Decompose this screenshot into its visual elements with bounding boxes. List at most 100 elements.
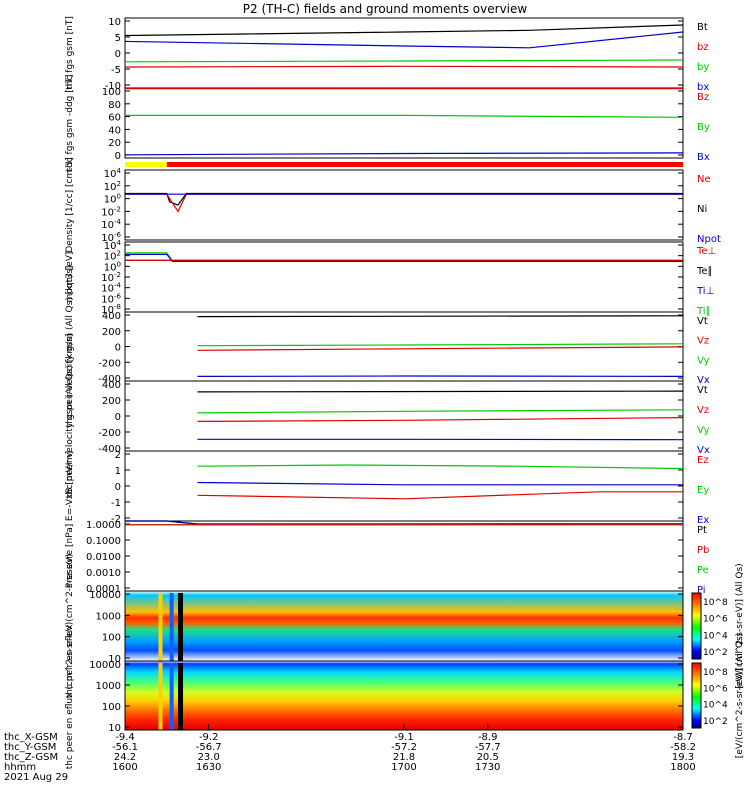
colorbar-tick-label: 10^8: [703, 598, 728, 608]
series-bz: [125, 66, 683, 67]
colorbar-tick-label: 10^2: [703, 648, 728, 658]
legend-entry: Pb: [697, 545, 709, 556]
y-tick-label: 10000: [89, 660, 121, 671]
panel-frame: [125, 451, 683, 521]
y-axis-label: E=-VxB [mV/m]: [65, 451, 75, 521]
y-tick-label: 60: [108, 113, 121, 124]
panel-frame: [125, 170, 683, 240]
mode-bar-segment: [167, 162, 683, 167]
panel-frame: [125, 312, 683, 381]
legend-entry: Vy: [697, 355, 710, 366]
transition-stripe: [158, 663, 162, 730]
y-axis-label: thc fgs gsm -ddg [nT]: [65, 75, 75, 172]
y-tick-label: 0.0100: [86, 552, 121, 563]
data-gap-stripe: [178, 663, 183, 730]
y-tick-label: 0: [115, 49, 121, 60]
panel-frame: [125, 242, 683, 312]
y-tick-label: 0: [115, 482, 121, 493]
legend-entry: Pt: [697, 525, 707, 536]
legend-entry: Te⊥: [696, 246, 716, 257]
x-tick-label: 1800: [670, 762, 695, 773]
legend-entry: Bz: [697, 92, 709, 103]
y-tick-label: 100: [102, 702, 121, 713]
y-tick-label: 10000: [89, 590, 121, 601]
series-Ni: [125, 194, 683, 206]
colorbar-tick-label: 10^8: [703, 668, 728, 678]
y-tick-label: 5: [115, 33, 121, 44]
y-axis-label: Density [1/cc] [cm-3]: [65, 157, 75, 252]
y-tick-label: 10-2: [101, 205, 121, 218]
y-tick-label: 1: [115, 466, 121, 477]
series-Vt: [198, 391, 684, 392]
y-tick-label: 80: [108, 100, 121, 111]
y-tick-label: 104: [104, 167, 122, 180]
y-tick-label: 10-4: [101, 218, 121, 231]
transition-stripe: [170, 663, 174, 730]
legend-entry: by: [697, 62, 709, 73]
y-axis-label: thc peer en eflux (cm^2-s-sr-eV): [65, 622, 75, 770]
colorbar-tick-label: 10^2: [703, 717, 728, 727]
y-tick-label: 1.0000: [86, 520, 121, 531]
y-tick-label: 1000: [96, 611, 121, 622]
series-Vy: [198, 410, 684, 413]
y-tick-label: 0.1000: [86, 536, 121, 547]
spectrogram-field: [125, 591, 683, 661]
y-tick-label: 0: [115, 151, 121, 162]
y-tick-label: 2: [115, 450, 121, 461]
y-tick-label: 0.0010: [86, 568, 121, 579]
y-tick-label: 400: [102, 311, 121, 322]
y-tick-label: 20: [108, 138, 121, 149]
y-tick-label: 200: [102, 396, 121, 407]
legend-entry: Npot: [697, 234, 721, 245]
series-Vz: [198, 347, 684, 350]
series-Ey: [198, 465, 684, 469]
legend-entry: Vz: [697, 405, 709, 416]
panel-frame: [125, 18, 683, 88]
series-Vt: [198, 316, 684, 317]
legend-entry: Vt: [697, 385, 708, 396]
series-Bt: [125, 25, 683, 36]
series-Ez: [198, 492, 684, 499]
series-by: [125, 60, 683, 62]
x-tick-label: 1730: [475, 762, 500, 773]
colorbar-tick-label: 10^4: [703, 631, 728, 641]
legend-entry: Ez: [697, 455, 709, 466]
x-tick-label: 1700: [391, 762, 416, 773]
legend-entry: By: [697, 122, 710, 133]
series-Ti∥: [125, 253, 683, 261]
legend-entry: Ni: [697, 204, 707, 215]
spectrogram-field: [125, 661, 683, 730]
series-Ne: [125, 194, 683, 211]
date-label: 2021 Aug 29: [4, 772, 68, 783]
y-tick-label: -1: [111, 498, 121, 509]
legend-entry: Bt: [697, 22, 708, 33]
y-tick-label: -5: [111, 65, 121, 76]
colorbar: [692, 593, 701, 659]
transition-stripe: [158, 593, 162, 661]
colorbar-tick-label: 10^4: [703, 701, 728, 711]
legend-entry: Bx: [697, 152, 710, 163]
legend-entry: Te∥: [696, 266, 713, 277]
y-tick-label: 40: [108, 125, 121, 136]
legend-entry: Ne: [697, 174, 711, 185]
data-gap-stripe: [178, 593, 183, 661]
legend-entry: Pe: [697, 565, 709, 576]
colorbar-tick-label: 10^6: [703, 684, 728, 694]
y-tick-label: 1000: [96, 681, 121, 692]
y-tick-label: 0: [115, 343, 121, 354]
legend-entry: Vy: [697, 425, 710, 436]
mode-bar-segment: [125, 162, 167, 167]
legend-entry: Ey: [697, 485, 709, 496]
y-tick-label: 100: [104, 193, 121, 206]
transition-stripe: [170, 593, 174, 661]
x-tick-label: 1600: [112, 762, 137, 773]
y-tick-label: -200: [98, 428, 121, 439]
colorbar-tick-label: 10^6: [703, 615, 728, 625]
